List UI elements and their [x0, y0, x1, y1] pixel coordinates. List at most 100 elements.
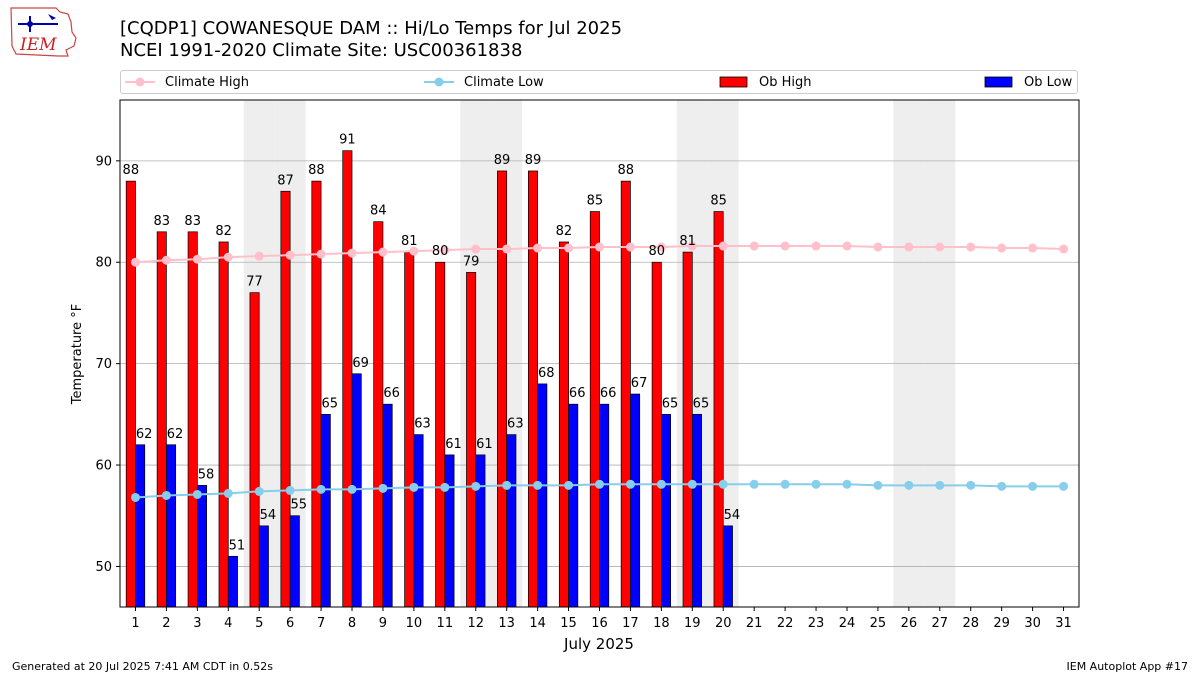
- ob-low-label-17: 67: [631, 376, 648, 391]
- ob-high-label-4: 82: [215, 224, 232, 239]
- climate-low-point-31: [1059, 481, 1069, 491]
- x-tick-label-16: 16: [591, 616, 608, 631]
- ob-high-label-6: 87: [277, 173, 294, 188]
- ob-low-label-13: 63: [507, 417, 524, 432]
- climate-low-point-5: [254, 486, 264, 496]
- climate-low-point-2: [161, 490, 171, 500]
- bar-value-labels: 88 83 83 82 77 87 88 91 84 81 80 79 89 89 82 85 88 80 81 85…: [123, 133, 741, 554]
- legend-swatch-climate-high: [125, 77, 155, 87]
- climate-low-point-4: [223, 488, 233, 498]
- climate-low-point-6: [285, 485, 295, 495]
- climate-high-point-23: [811, 241, 821, 251]
- ob-high-bar-18: [651, 261, 662, 608]
- x-tick-label-17: 17: [622, 616, 639, 631]
- climate-low-point-29: [997, 481, 1007, 491]
- legend-item-ob-low: Ob Low: [984, 71, 1072, 93]
- climate-high-point-11: [440, 245, 450, 255]
- x-tick-label-18: 18: [653, 616, 670, 631]
- ob-low-label-3: 58: [198, 467, 215, 482]
- x-tick-label-19: 19: [684, 616, 701, 631]
- y-tick-label-80: 80: [95, 256, 112, 271]
- legend-swatch-ob-high: [719, 76, 748, 88]
- ob-low-label-6: 55: [291, 498, 308, 513]
- ob-low-bar-18: [661, 413, 672, 608]
- climate-high-point-6: [285, 250, 295, 260]
- climate-low-point-9: [378, 483, 388, 493]
- x-tick-label-8: 8: [348, 616, 356, 631]
- climate-low-point-10: [409, 482, 419, 492]
- ob-low-label-8: 69: [352, 356, 369, 371]
- climate-high-point-20: [718, 241, 728, 251]
- ob-low-label-7: 65: [321, 396, 338, 411]
- ob-low-bar-20: [722, 525, 733, 608]
- legend-item-climate-low: Climate Low: [424, 71, 544, 93]
- y-tick-label-70: 70: [95, 357, 112, 372]
- ob-low-label-4: 51: [229, 538, 246, 553]
- climate-high-point-24: [842, 241, 852, 251]
- climate-high-point-5: [254, 251, 264, 261]
- ob-low-bar-10: [413, 434, 424, 608]
- x-tick-label-25: 25: [870, 616, 887, 631]
- ob-low-label-10: 63: [414, 417, 431, 432]
- y-tick-label-50: 50: [95, 560, 112, 575]
- ob-low-label-9: 66: [383, 386, 400, 401]
- climate-high-point-31: [1059, 244, 1069, 254]
- climate-high-point-14: [533, 243, 543, 253]
- climate-low-point-17: [625, 479, 635, 489]
- ob-high-bar-9: [373, 221, 384, 608]
- x-tick-label-10: 10: [406, 616, 423, 631]
- ob-high-label-19: 81: [679, 234, 696, 249]
- x-tick-label-12: 12: [467, 616, 484, 631]
- climate-low-point-8: [347, 484, 357, 494]
- x-tick-label-6: 6: [286, 616, 294, 631]
- ob-high-bar-11: [435, 261, 446, 608]
- climate-low-point-3: [192, 489, 202, 499]
- climate-low-point-16: [595, 479, 604, 489]
- legend-label-ob-high: Ob High: [759, 74, 812, 90]
- x-tick-label-1: 1: [131, 616, 139, 631]
- y-tick-label-60: 60: [95, 459, 112, 474]
- ob-high-label-10: 81: [401, 234, 418, 249]
- ob-high-bar-14: [527, 170, 538, 608]
- ob-high-label-3: 83: [184, 214, 201, 229]
- ob-low-bar-11: [444, 454, 455, 608]
- climate-high-point-17: [625, 242, 635, 252]
- legend-swatch-ob-low: [984, 76, 1013, 88]
- ob-low-label-18: 65: [662, 396, 679, 411]
- ob-high-label-1: 88: [123, 163, 140, 178]
- x-tick-label-31: 31: [1055, 616, 1072, 631]
- ob-low-bar-14: [537, 383, 548, 608]
- ob-high-label-7: 88: [308, 163, 325, 178]
- climate-high-point-21: [749, 241, 759, 251]
- ob-low-bar-19: [691, 413, 702, 608]
- climate-high-point-12: [471, 244, 481, 254]
- climate-high-point-16: [595, 242, 604, 252]
- climate-high-point-1: [130, 257, 140, 267]
- x-tick-label-5: 5: [255, 616, 263, 631]
- ob-high-label-16: 85: [587, 194, 604, 209]
- climate-low-point-19: [687, 479, 697, 489]
- ob-low-label-5: 54: [260, 508, 277, 523]
- x-tick-label-13: 13: [498, 616, 515, 631]
- legend-swatch-climate-low: [424, 77, 454, 87]
- ob-high-bar-2: [156, 231, 167, 608]
- climate-high-point-22: [780, 241, 790, 251]
- ob-high-label-14: 89: [525, 153, 542, 168]
- x-axis-label: July 2025: [563, 635, 634, 653]
- climate-high-point-25: [873, 242, 883, 252]
- climate-low-point-21: [749, 479, 759, 489]
- x-tick-label-26: 26: [901, 616, 918, 631]
- climate-high-point-10: [409, 246, 419, 256]
- ob-high-bar-19: [682, 251, 693, 608]
- x-tick-label-15: 15: [560, 616, 577, 631]
- climate-low-point-26: [904, 480, 914, 490]
- ob-high-bar-16: [589, 211, 600, 608]
- x-tick-label-3: 3: [193, 616, 201, 631]
- climate-high-point-28: [966, 242, 976, 252]
- ob-low-bar-7: [320, 413, 331, 608]
- ob-high-label-8: 91: [339, 133, 356, 148]
- climate-high-point-8: [347, 248, 357, 258]
- y-tick-label-90: 90: [95, 154, 112, 169]
- climate-low-point-30: [1028, 481, 1038, 491]
- ob-high-label-12: 79: [463, 254, 480, 269]
